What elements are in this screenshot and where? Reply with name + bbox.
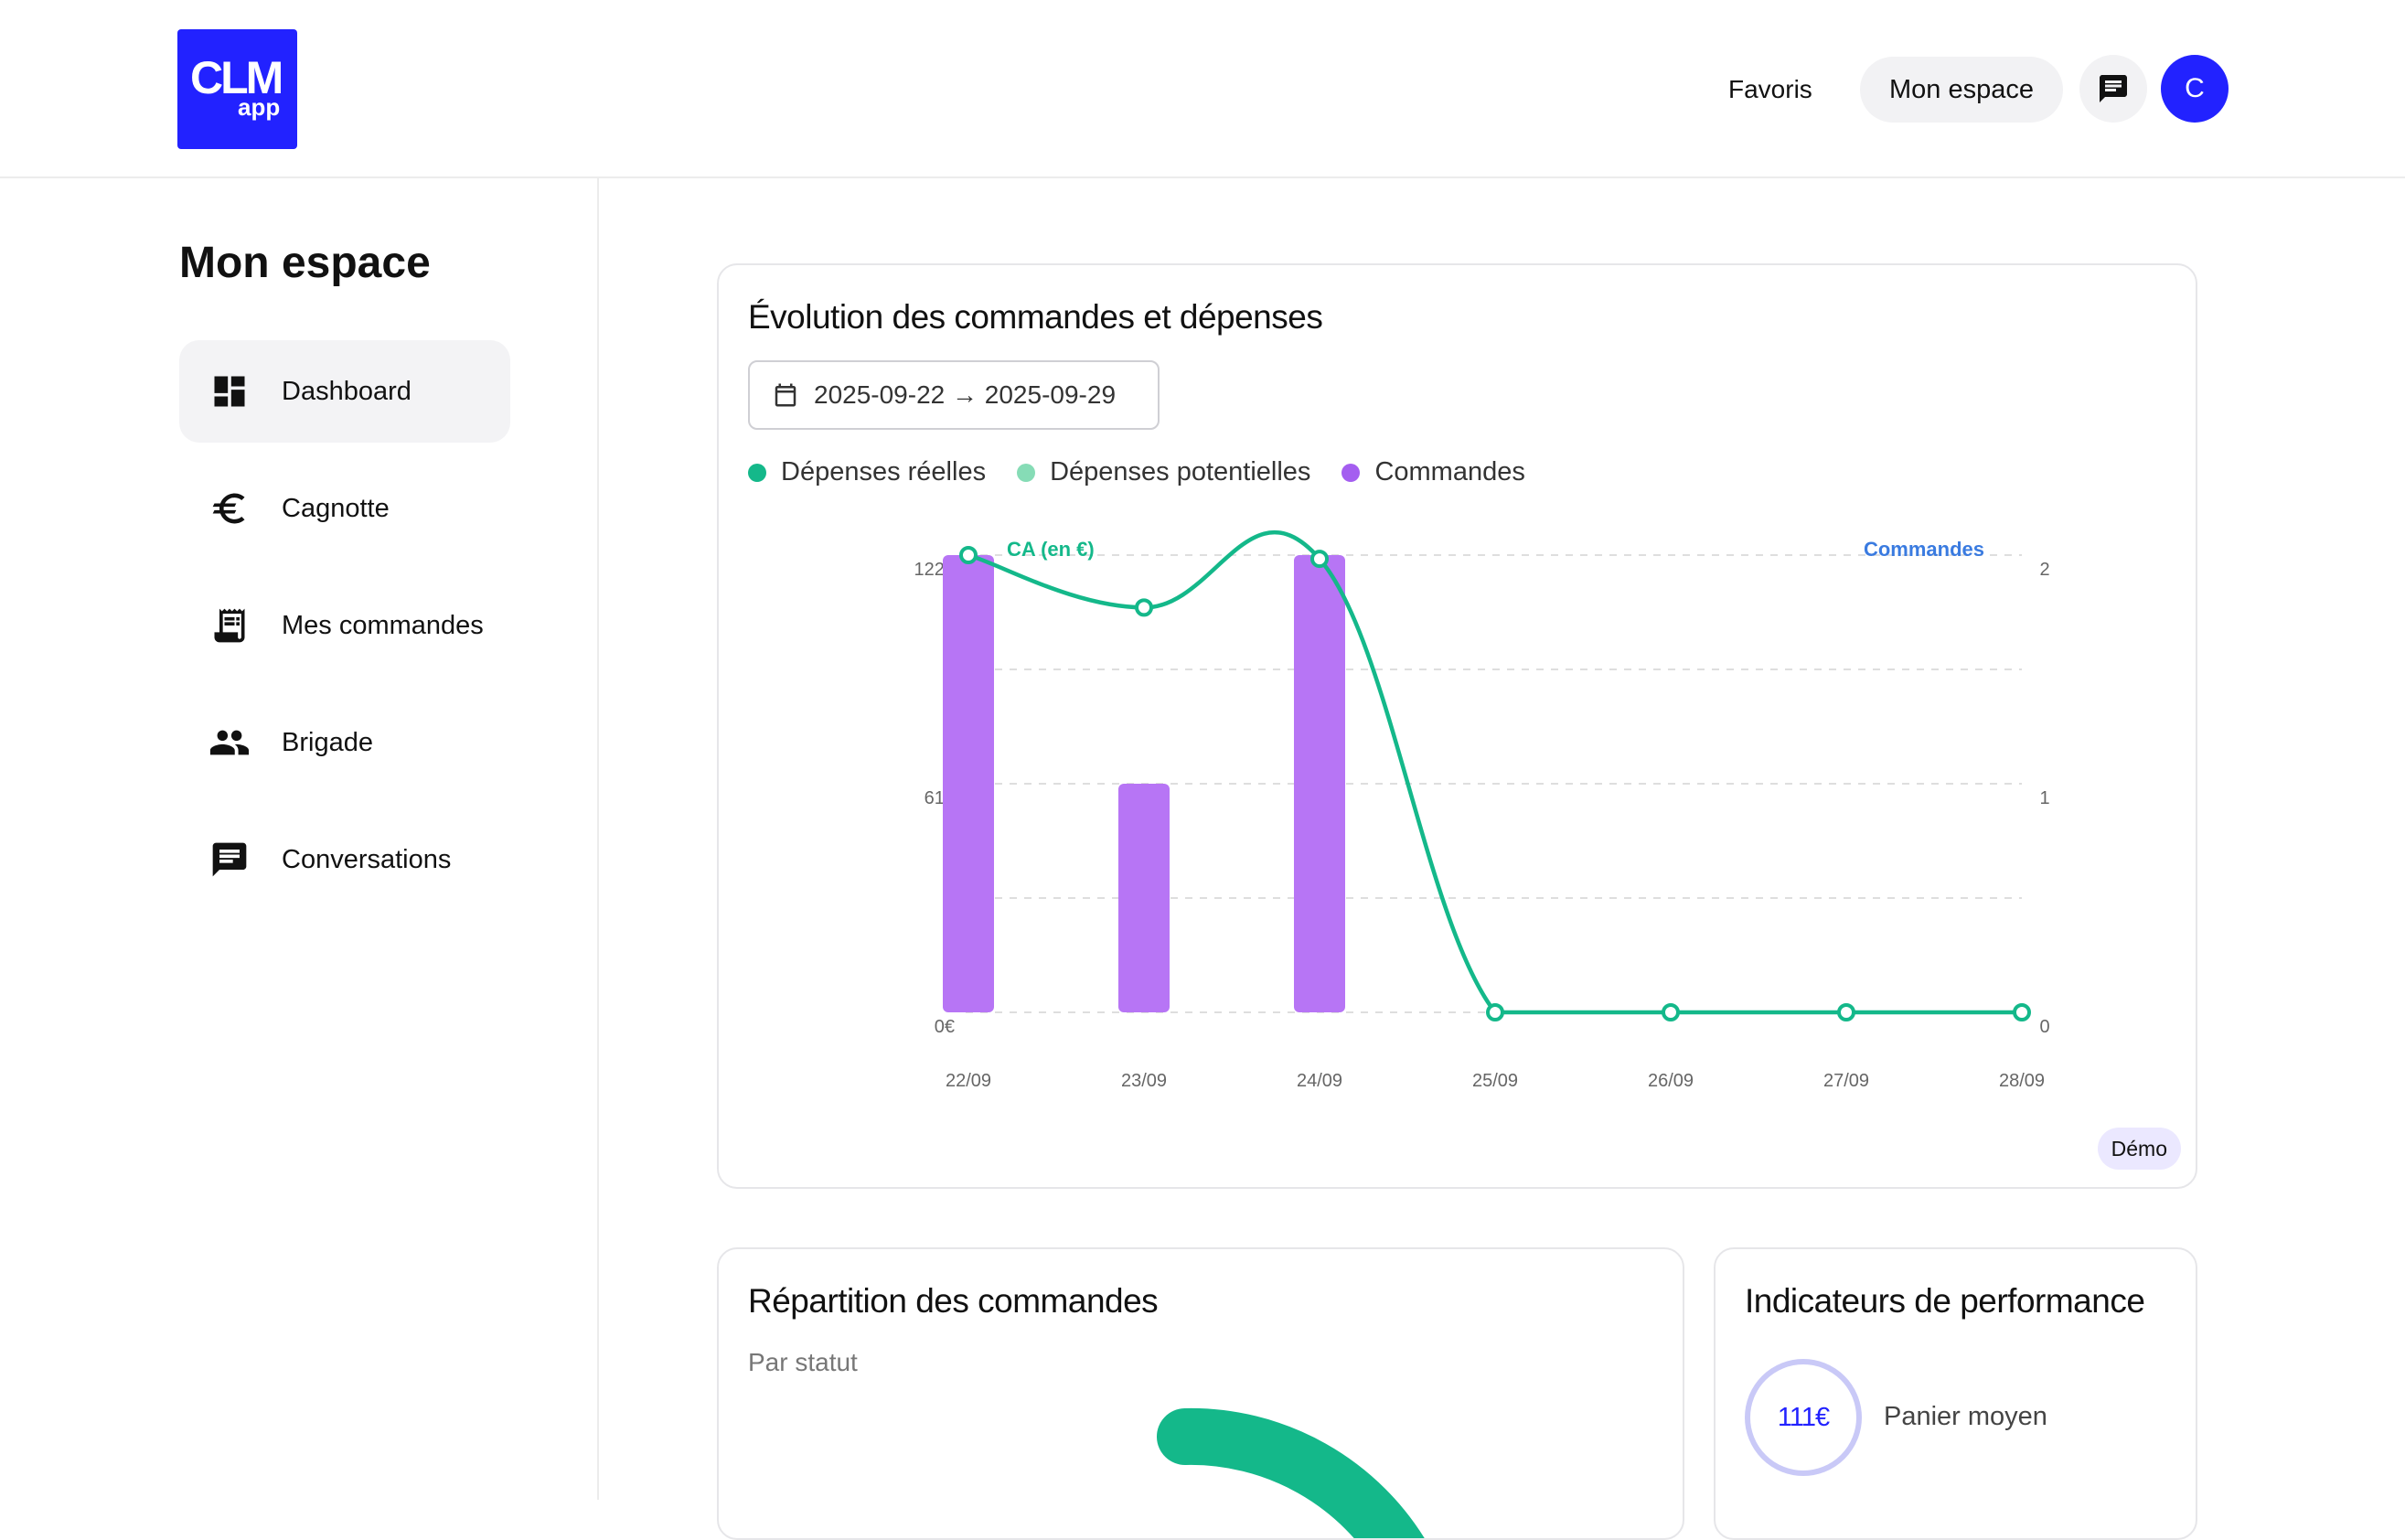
- logo-text: CLM: [190, 52, 283, 103]
- x-tick-label: 22/09: [946, 1071, 991, 1091]
- legend-label: Dépenses réelles: [781, 457, 987, 487]
- line-point: [1662, 1003, 1680, 1021]
- people-icon: [208, 722, 251, 764]
- line-point: [2013, 1003, 2031, 1021]
- line-point: [1486, 1003, 1504, 1021]
- legend-item[interactable]: Dépenses réelles: [748, 457, 986, 487]
- dashboard-icon: [208, 370, 251, 412]
- euro-icon: [208, 487, 251, 529]
- sidebar-item-label: Cagnotte: [282, 493, 390, 523]
- x-tick-label: 24/09: [1297, 1071, 1342, 1091]
- line-point: [1135, 598, 1153, 617]
- user-avatar[interactable]: C: [2161, 55, 2229, 123]
- sidebar-item-label: Conversations: [282, 844, 452, 874]
- legend-item[interactable]: Commandes: [1341, 457, 1525, 487]
- sidebar: Mon espace Dashboard Cagnotte Mes comman…: [0, 178, 599, 1500]
- x-tick-label: 23/09: [1121, 1071, 1167, 1091]
- sidebar-item-conversations[interactable]: Conversations: [179, 808, 510, 911]
- kpi-ring: 111€: [1745, 1359, 1862, 1476]
- kpi-card-title: Indicateurs de performance: [1745, 1282, 2145, 1320]
- line-point: [1837, 1003, 1855, 1021]
- kpi-card: Indicateurs de performance 111€ Panier m…: [1714, 1247, 2197, 1540]
- donut-segment: [1157, 1407, 1425, 1538]
- repartition-card-title: Répartition des commandes: [748, 1282, 1159, 1320]
- my-space-button[interactable]: Mon espace: [1860, 57, 2063, 123]
- date-range-picker[interactable]: 2025-09-22 → 2025-09-29: [748, 360, 1160, 430]
- favorites-link[interactable]: Favoris: [1728, 75, 1812, 103]
- sidebar-item-mes-commandes[interactable]: Mes commandes: [179, 574, 510, 677]
- calendar-icon: [772, 381, 799, 409]
- sidebar-item-brigade[interactable]: Brigade: [179, 691, 510, 794]
- evolution-card-title: Évolution des commandes et dépenses: [748, 298, 1323, 336]
- sidebar-item-dashboard[interactable]: Dashboard: [179, 340, 510, 443]
- evolution-card: Évolution des commandes et dépenses 2025…: [717, 263, 2197, 1189]
- sidebar-item-label: Brigade: [282, 727, 373, 757]
- bar: [1294, 555, 1345, 1012]
- donut-chart: [1157, 1407, 1425, 1538]
- sidebar-title: Mon espace: [179, 239, 431, 287]
- y-axis-label-left: CA (en €): [1007, 538, 1095, 561]
- logo-subtext: app: [238, 93, 281, 121]
- sidebar-item-label: Dashboard: [282, 376, 412, 406]
- legend-dot: [1017, 463, 1036, 482]
- y-tick-label-right: 2: [2039, 560, 2049, 580]
- bar: [1118, 784, 1170, 1012]
- legend-item[interactable]: Dépenses potentielles: [1017, 457, 1310, 487]
- legend-dot: [748, 463, 766, 482]
- bar: [943, 555, 994, 1012]
- sidebar-item-label: Mes commandes: [282, 610, 484, 640]
- chat-icon: [2100, 75, 2127, 102]
- x-tick-label: 26/09: [1648, 1071, 1694, 1091]
- app-logo[interactable]: CLM app: [177, 29, 297, 149]
- y-tick-label-left: 0€: [935, 1017, 955, 1037]
- kpi-value: 111€: [1777, 1402, 1830, 1432]
- legend-label: Dépenses potentielles: [1050, 457, 1311, 487]
- x-tick-label: 28/09: [1999, 1071, 2045, 1091]
- chat-icon: [208, 839, 251, 881]
- repartition-card-subtitle: Par statut: [748, 1348, 858, 1376]
- legend-label: Commandes: [1374, 457, 1525, 487]
- y-tick-label-right: 0: [2039, 1017, 2049, 1037]
- chart-legend: Dépenses réelles Dépenses potentielles C…: [748, 457, 1556, 487]
- line-point: [959, 546, 978, 564]
- line-point: [1310, 550, 1329, 569]
- kpi-label: Panier moyen: [1884, 1402, 2047, 1431]
- x-tick-label: 25/09: [1472, 1071, 1518, 1091]
- receipt-icon: [208, 604, 251, 647]
- top-header: CLM app Favoris Mon espace C: [0, 0, 2405, 178]
- legend-dot: [1341, 463, 1361, 482]
- messages-button[interactable]: [2079, 55, 2147, 123]
- y-axis-label-right: Commandes: [1864, 538, 1984, 561]
- repartition-card: Répartition des commandes Par statut: [717, 1247, 1684, 1540]
- date-range-text: 2025-09-22 → 2025-09-29: [814, 380, 1117, 409]
- y-tick-label-right: 1: [2039, 788, 2049, 808]
- x-tick-label: 27/09: [1823, 1071, 1869, 1091]
- demo-badge: Démo: [2097, 1128, 2181, 1170]
- sidebar-item-cagnotte[interactable]: Cagnotte: [179, 457, 510, 560]
